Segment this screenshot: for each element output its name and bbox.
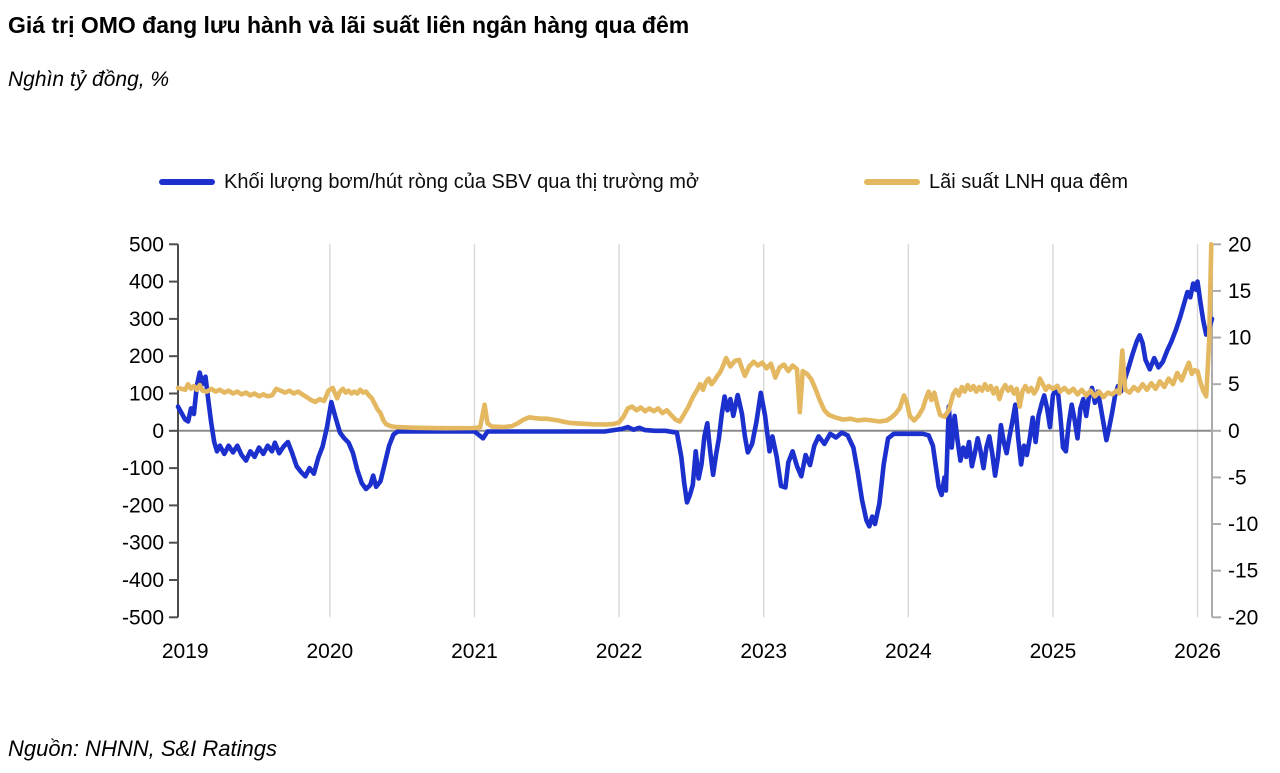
chart-title: Giá trị OMO đang lưu hành và lãi suất li… (8, 12, 690, 38)
y-left-tick-label: -500 (122, 606, 164, 629)
omo-line-swatch (159, 179, 215, 185)
x-tick-label-2019: 2019 (162, 640, 209, 663)
x-tick-label-2025: 2025 (1030, 640, 1077, 663)
y-right-tick-label: 10 (1228, 327, 1251, 350)
rate-series-line (175, 242, 1214, 431)
y-right-tick-label: 0 (1228, 420, 1240, 443)
rate-line-swatch (864, 179, 920, 185)
y-right-tick-label: -15 (1228, 560, 1258, 583)
y-left-tick-label: -100 (122, 457, 164, 480)
y-right-tick-label: -20 (1228, 606, 1258, 629)
y-left-tick-label: -200 (122, 494, 164, 517)
x-tick-label-2021: 2021 (451, 640, 498, 663)
source-note: Nguồn: NHNN, S&I Ratings (8, 736, 277, 761)
y-right-tick-label: 5 (1228, 373, 1240, 396)
y-left-tick-label: 400 (129, 271, 164, 294)
y-left-tick-label: 0 (152, 420, 164, 443)
y-left-tick-label: 300 (129, 308, 164, 331)
x-tick-label-2022: 2022 (596, 640, 643, 663)
y-left-tick-label: 100 (129, 383, 164, 406)
chart-legend: Khối lượng bơm/hút ròng của SBV qua thị … (0, 168, 1280, 196)
x-tick-label-2026: 2026 (1174, 640, 1221, 663)
x-tick-label-2024: 2024 (885, 640, 932, 663)
y-right-tick-label: 20 (1228, 233, 1251, 256)
chart-units-subtitle: Nghìn tỷ đồng, % (8, 68, 170, 91)
y-left-tick-label: 500 (129, 233, 164, 256)
x-tick-label-2020: 2020 (306, 640, 353, 663)
legend-item-rate: Lãi suất LNH qua đêm (864, 168, 1128, 196)
y-left-tick-label: -300 (122, 532, 164, 555)
omo-series-line (175, 279, 1215, 529)
y-left-tick-label: -400 (122, 569, 164, 592)
x-tick-label-2023: 2023 (740, 640, 787, 663)
y-right-tick-label: 15 (1228, 280, 1251, 303)
y-right-tick-label: -10 (1228, 513, 1258, 536)
legend-label-rate: Lãi suất LNH qua đêm (929, 170, 1129, 193)
y-right-tick-label: -5 (1228, 466, 1247, 489)
legend-item-omo: Khối lượng bơm/hút ròng của SBV qua thị … (159, 168, 699, 196)
legend-label-omo: Khối lượng bơm/hút ròng của SBV qua thị … (224, 170, 700, 193)
y-left-tick-label: 200 (129, 345, 164, 368)
